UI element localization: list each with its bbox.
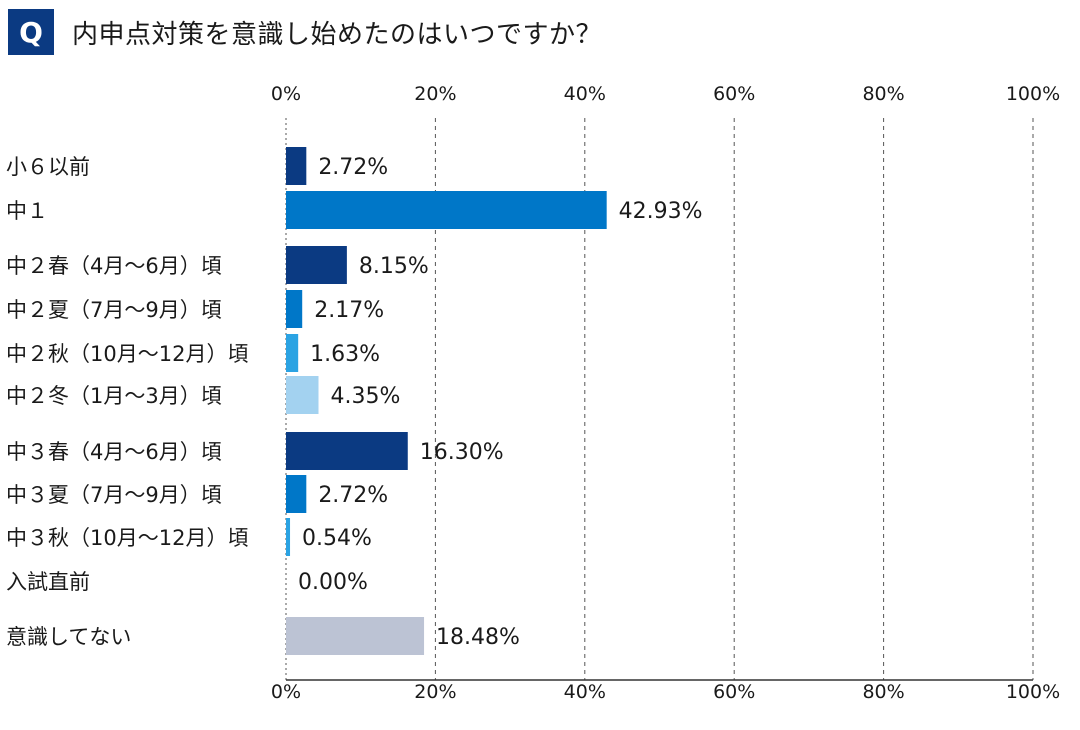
bar	[286, 617, 425, 655]
category-label: 中３夏（7月〜9月）頃	[6, 483, 222, 507]
tick-label-top: 20%	[414, 83, 456, 105]
data-label: 18.48%	[436, 625, 520, 650]
data-label: 0.54%	[302, 526, 372, 551]
bar	[286, 290, 303, 328]
bar	[286, 432, 408, 470]
category-label: 中３春（4月〜6月）頃	[6, 440, 222, 464]
data-label: 1.63%	[310, 342, 380, 367]
data-label: 2.72%	[318, 155, 388, 180]
category-label: 中２夏（7月〜9月）頃	[6, 298, 222, 322]
data-label: 42.93%	[619, 199, 703, 224]
question-header: Q 内申点対策を意識し始めたのはいつですか？	[8, 8, 602, 56]
data-label: 2.17%	[314, 298, 384, 323]
category-label: 中２秋（10月〜12月）頃	[6, 342, 248, 366]
category-label: 小６以前	[6, 155, 90, 179]
tick-label-top: 80%	[862, 83, 904, 105]
tick-label-bottom: 80%	[862, 681, 904, 703]
bar	[286, 376, 319, 414]
bar	[286, 475, 307, 513]
category-label: 意識してない	[6, 625, 131, 649]
bar	[286, 246, 347, 284]
bar	[286, 334, 299, 372]
data-label: 0.00%	[298, 570, 368, 595]
category-label: 中３秋（10月〜12月）頃	[6, 526, 248, 550]
bar	[286, 191, 607, 229]
tick-label-top: 40%	[564, 83, 606, 105]
category-label: 入試直前	[6, 570, 90, 594]
tick-label-bottom: 60%	[713, 681, 755, 703]
category-label: 中１	[6, 199, 48, 223]
bar	[286, 147, 307, 185]
bar	[286, 518, 291, 556]
tick-label-bottom: 100%	[1006, 681, 1060, 703]
data-label: 16.30%	[420, 440, 504, 465]
category-label: 中２冬（1月〜3月）頃	[6, 384, 222, 408]
tick-label-bottom: 40%	[564, 681, 606, 703]
question-badge: Q	[8, 9, 54, 55]
data-label: 8.15%	[359, 254, 429, 279]
data-label: 4.35%	[330, 384, 400, 409]
data-label: 2.72%	[318, 483, 388, 508]
category-label: 中２春（4月〜6月）頃	[6, 254, 222, 278]
tick-label-bottom: 20%	[414, 681, 456, 703]
tick-label-top: 100%	[1006, 83, 1060, 105]
tick-label-bottom: 0%	[271, 681, 301, 703]
question-title: 内申点対策を意識し始めたのはいつですか？	[72, 19, 603, 50]
tick-label-top: 0%	[271, 83, 301, 105]
tick-label-top: 60%	[713, 83, 755, 105]
